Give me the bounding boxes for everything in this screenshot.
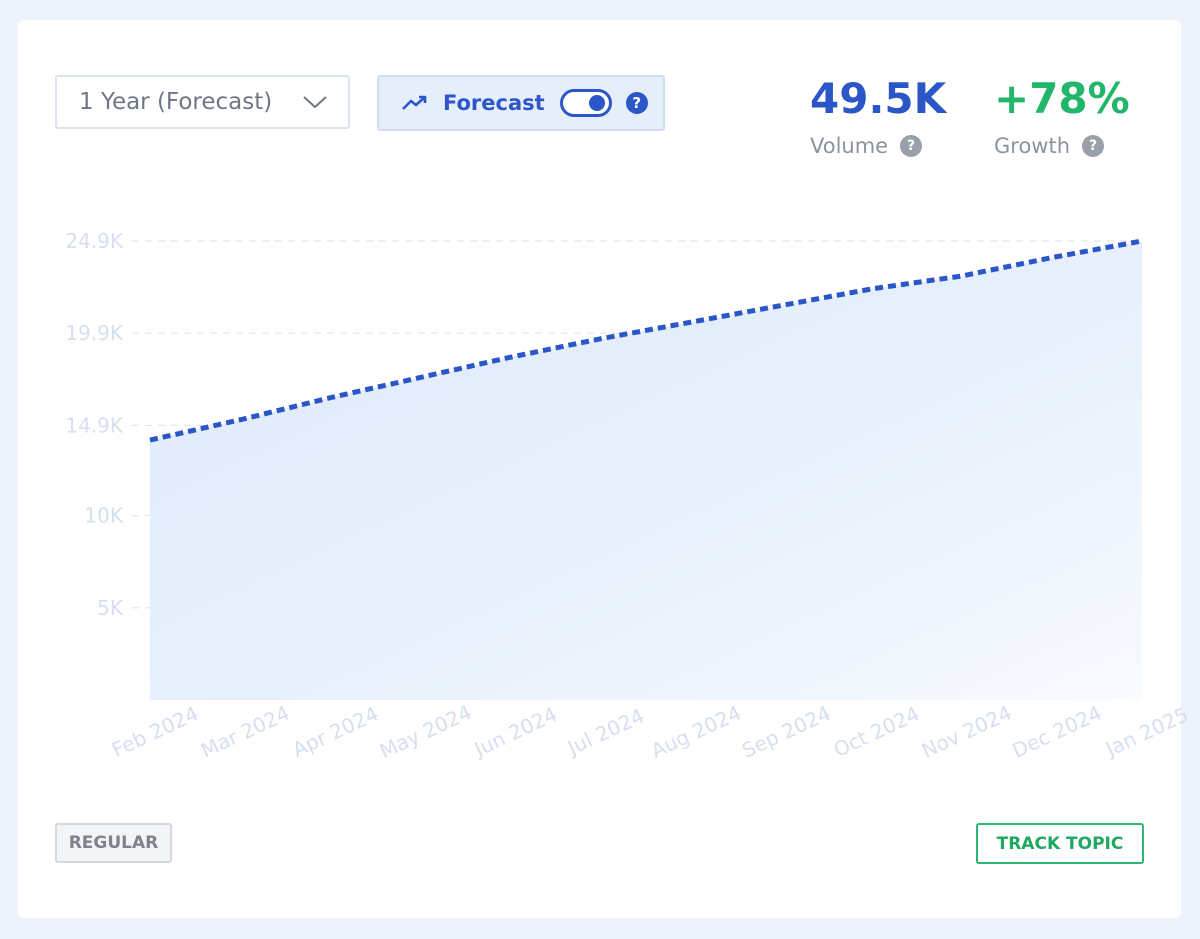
x-tick-label: Oct 2024 <box>830 701 923 762</box>
forecast-label: Forecast <box>443 91 545 115</box>
y-tick-label: 14.9K <box>65 413 124 437</box>
forecast-help-icon[interactable]: ? <box>625 92 648 114</box>
x-tick-label: Feb 2024 <box>108 701 202 762</box>
volume-label: Volume <box>810 134 889 158</box>
data-point <box>328 395 333 400</box>
data-point <box>959 274 964 279</box>
x-tick-label: Jan 2025 <box>1100 702 1192 762</box>
growth-help-icon[interactable]: ? <box>1082 135 1105 157</box>
forecast-switch[interactable] <box>559 89 612 117</box>
volume-stat: 49.5K Volume ? <box>810 74 947 159</box>
data-point <box>598 336 603 341</box>
forecast-switch-knob <box>588 95 605 111</box>
data-point <box>238 417 243 422</box>
data-point <box>1049 255 1054 260</box>
data-point <box>1140 239 1145 244</box>
growth-stat: +78% Growth ? <box>994 74 1130 159</box>
x-tick-label: Jul 2024 <box>562 704 648 761</box>
track-topic-button[interactable]: TRACK TOPIC <box>976 823 1144 864</box>
y-tick-label: 10K <box>84 504 123 528</box>
x-tick-label: Mar 2024 <box>197 701 293 763</box>
x-tick-label: Aug 2024 <box>647 700 744 762</box>
regular-button[interactable]: REGULAR <box>55 823 172 863</box>
series-line <box>149 238 1143 443</box>
x-tick-label: Apr 2024 <box>289 701 382 762</box>
y-tick-label: 5K <box>97 596 124 620</box>
forecast-toggle-panel: Forecast ? <box>377 75 665 131</box>
period-dropdown-value: 1 Year (Forecast) <box>79 89 273 115</box>
data-point <box>508 355 513 360</box>
data-point <box>779 303 784 308</box>
x-tick-label: Dec 2024 <box>1008 701 1105 763</box>
x-tick-label: Nov 2024 <box>918 700 1015 762</box>
x-tick-label: May 2024 <box>376 700 476 763</box>
chevron-down-icon <box>303 96 327 109</box>
data-point <box>418 375 423 380</box>
growth-label: Growth <box>994 134 1071 158</box>
volume-help-icon[interactable]: ? <box>900 135 923 157</box>
data-point <box>148 438 153 443</box>
period-dropdown[interactable]: 1 Year (Forecast) <box>55 75 350 129</box>
growth-value: +78% <box>994 74 1130 123</box>
trending-up-icon <box>402 95 427 110</box>
y-tick-label: 24.9K <box>65 229 124 253</box>
volume-value: 49.5K <box>810 74 947 123</box>
y-tick-label: 19.9K <box>65 321 124 345</box>
x-tick-label: Sep 2024 <box>738 701 834 763</box>
x-tick-label: Jun 2024 <box>469 702 561 762</box>
data-point <box>869 286 874 291</box>
series-area <box>150 241 1142 700</box>
data-point <box>689 320 694 325</box>
